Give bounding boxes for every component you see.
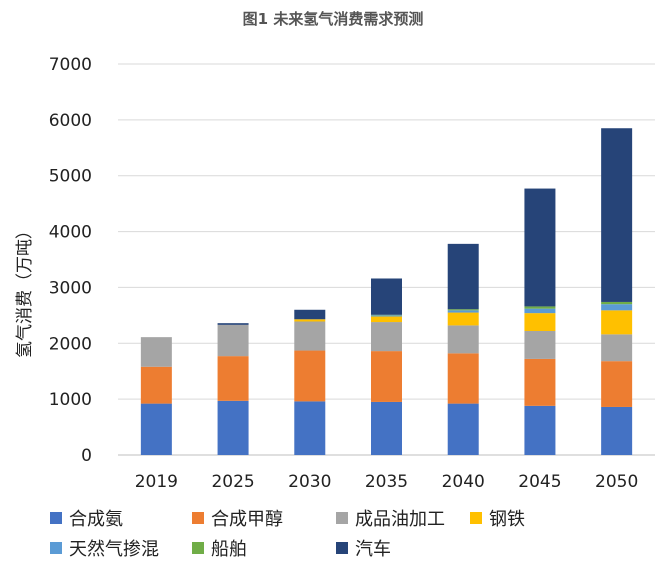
legend-label: 合成氨 [69, 509, 123, 530]
legend-swatch [336, 512, 348, 524]
y-axis-ticks: 0 1000 2000 3000 4000 5000 6000 7000 [49, 55, 92, 466]
legend-item: 合成甲醇 [192, 505, 283, 531]
bar-segment [601, 310, 633, 335]
bar-segment [217, 356, 249, 401]
legend-item: 天然气掺混 [50, 535, 159, 561]
bar-segment [447, 312, 479, 326]
bar-segment [524, 358, 556, 406]
legend-label: 汽车 [355, 539, 391, 560]
y-axis-label: 氢气消费（万吨） [15, 222, 35, 358]
x-tick-label: 2025 [211, 472, 254, 492]
bar-segment [524, 405, 556, 455]
bar-segment [447, 310, 479, 313]
legend-label: 船舶 [211, 539, 247, 560]
legend-label: 合成甲醇 [211, 509, 283, 530]
bar-segment [294, 319, 326, 322]
y-tick-label: 6000 [49, 111, 92, 131]
legend-item: 钢铁 [470, 505, 525, 531]
y-tick-label: 7000 [49, 55, 92, 75]
bar-segment [601, 301, 633, 305]
bar-segment [294, 309, 326, 320]
legend-swatch [336, 542, 348, 554]
bar-segment [371, 351, 402, 402]
legend-item: 成品油加工 [336, 505, 445, 531]
bar-segment [371, 322, 402, 352]
bar-segment [447, 325, 479, 354]
bar-segment [601, 361, 633, 407]
bar-segment [524, 313, 556, 331]
bar-segment [371, 316, 402, 323]
x-axis-ticks: 2019 2025 2030 2035 2040 2045 2050 [135, 472, 639, 492]
bar-segment [601, 128, 633, 302]
bar-segment [524, 306, 556, 309]
bar-segment [140, 337, 172, 367]
y-tick-label: 0 [81, 446, 92, 466]
bar-segment [601, 304, 633, 311]
x-tick-label: 2045 [518, 472, 561, 492]
y-tick-label: 1000 [49, 390, 92, 410]
y-tick-label: 3000 [49, 278, 92, 298]
y-tick-label: 2000 [49, 334, 92, 354]
bar-segment [217, 324, 249, 357]
x-tick-label: 2019 [135, 472, 178, 492]
legend-swatch [470, 512, 482, 524]
y-tick-label: 4000 [49, 223, 92, 243]
x-tick-label: 2050 [595, 472, 638, 492]
bar-segment [217, 400, 249, 455]
legend-label: 天然气掺混 [69, 539, 159, 560]
legend-item: 船舶 [192, 535, 247, 561]
bar-segment [140, 403, 172, 455]
bar-segment [294, 401, 326, 455]
bar-segment [371, 315, 402, 317]
bar-segment [601, 406, 633, 455]
bars [140, 128, 633, 455]
bar-segment [294, 350, 326, 402]
y-tick-label: 5000 [49, 167, 92, 187]
bar-segment [371, 314, 402, 316]
bar-segment [524, 188, 556, 307]
chart-title: 图1 未来氢气消费需求预测 [242, 10, 424, 28]
bar-segment [140, 366, 172, 404]
legend-item: 合成氨 [50, 505, 123, 531]
bar-segment [447, 403, 479, 455]
bar-segment [524, 330, 556, 359]
legend-swatch [192, 512, 204, 524]
bar-segment [447, 353, 479, 404]
legend-swatch [50, 542, 62, 554]
legend-label: 钢铁 [489, 509, 525, 530]
bar-segment [371, 401, 402, 455]
legend-swatch [50, 512, 62, 524]
bar-segment [524, 308, 556, 314]
bar-segment [371, 278, 402, 315]
bar-segment [217, 323, 249, 325]
bar-segment [294, 321, 326, 351]
legend-label: 成品油加工 [355, 509, 445, 530]
legend-item: 汽车 [336, 535, 391, 561]
bar-segment [601, 334, 633, 362]
bar-segment [447, 309, 479, 311]
x-tick-label: 2040 [442, 472, 485, 492]
legend-swatch [192, 542, 204, 554]
x-tick-label: 2035 [365, 472, 408, 492]
x-tick-label: 2030 [288, 472, 331, 492]
bar-segment [447, 243, 479, 310]
